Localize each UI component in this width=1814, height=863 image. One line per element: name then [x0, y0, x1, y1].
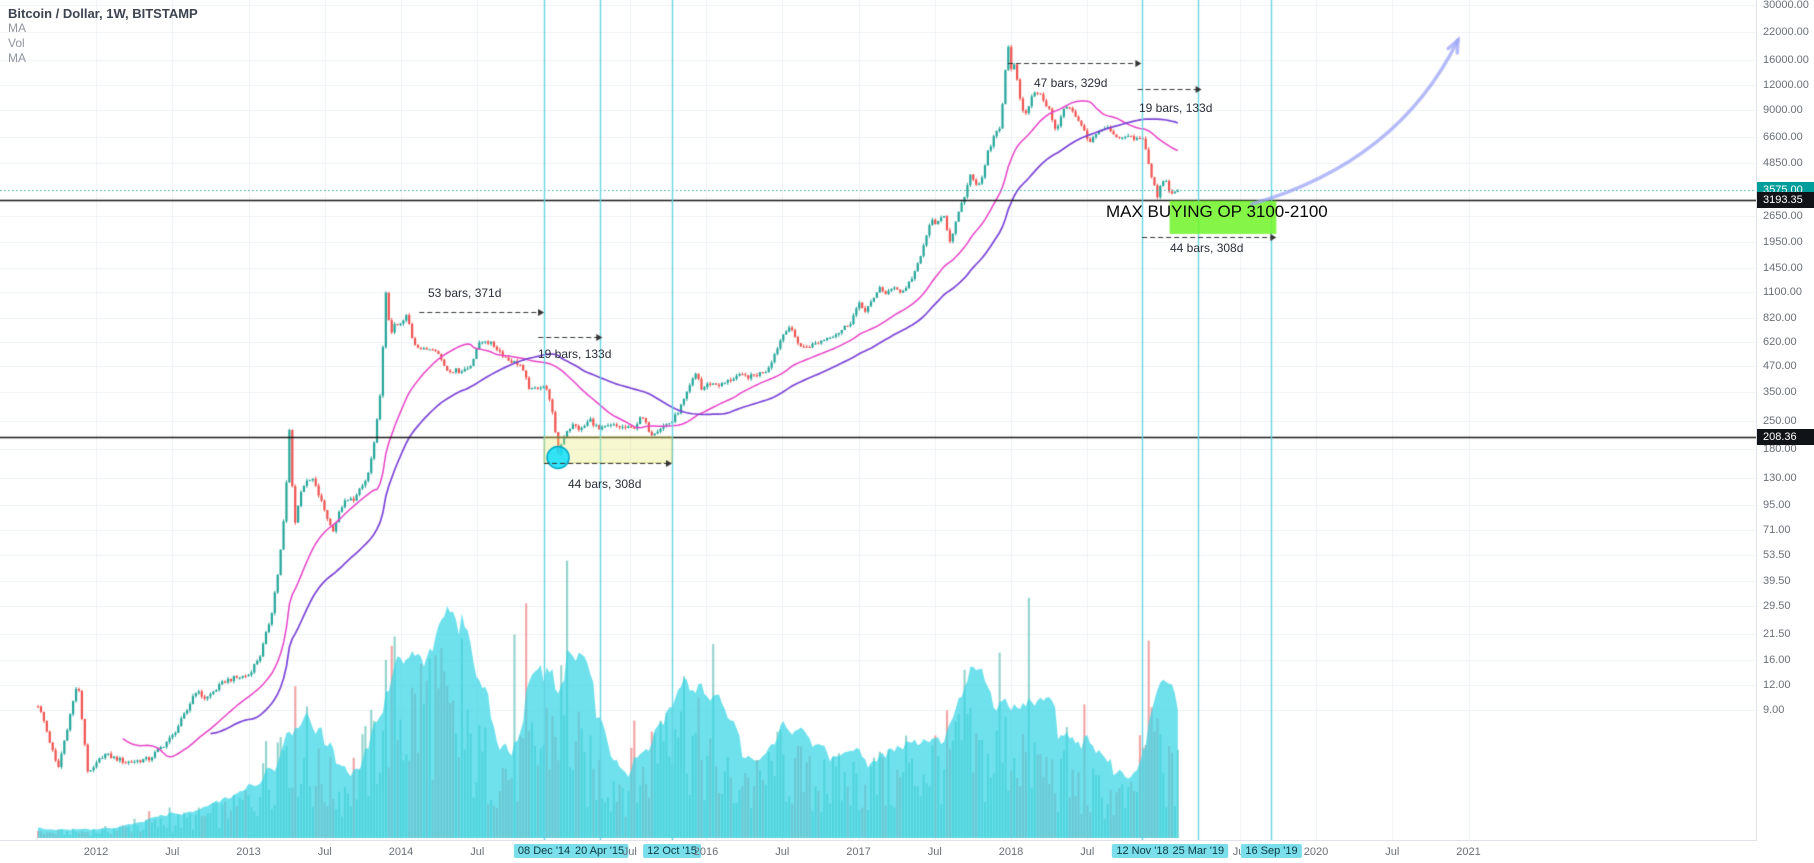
price-tick: 12.00 [1763, 678, 1791, 691]
price-axis[interactable]: 30000.00 22000.00 16000.00 12000.00 9000.00 6… [1756, 0, 1814, 863]
indicator-ma-1[interactable]: MA [8, 21, 26, 35]
time-tick-event: 16 Sep '19 [1241, 844, 1302, 858]
measure-label[interactable]: 47 bars, 329d [1034, 76, 1108, 90]
time-tick: 2014 [388, 846, 414, 858]
price-tick: 820.00 [1763, 311, 1797, 324]
price-tick: 180.00 [1763, 443, 1797, 456]
price-tick: 1950.00 [1763, 236, 1803, 249]
price-tick: 71.00 [1763, 524, 1791, 537]
price-tick: 350.00 [1763, 385, 1797, 398]
measure-label[interactable]: 19 bars, 133d [1139, 101, 1213, 115]
price-tick: 39.50 [1763, 575, 1791, 588]
indicator-ma-2[interactable]: MA [8, 51, 26, 65]
price-tick: 53.50 [1763, 548, 1791, 561]
time-tick: Jul [1080, 846, 1095, 858]
price-line-badge: 208.36 [1757, 428, 1814, 445]
price-tick: 6600.00 [1763, 130, 1803, 143]
price-tick: 2650.00 [1763, 209, 1803, 222]
time-tick: 2021 [1456, 846, 1481, 858]
time-tick: 2017 [846, 846, 871, 858]
measure-label[interactable]: 44 bars, 308d [568, 477, 642, 491]
price-tick: 470.00 [1763, 360, 1797, 372]
price-tick: 22000.00 [1763, 25, 1809, 38]
indicator-vol[interactable]: Vol [8, 36, 25, 50]
time-tick: Jul [165, 846, 180, 858]
chart-legend: Bitcoin / Dollar, 1W, BITSTAMP MA Vol MA [8, 6, 198, 66]
time-tick: Jul [775, 846, 790, 858]
price-tick: 9.00 [1763, 703, 1785, 716]
time-tick: 2016 [693, 846, 719, 858]
price-tick: 620.00 [1763, 335, 1797, 348]
price-tick: 1450.00 [1763, 262, 1803, 275]
buy-zone-label[interactable]: MAX BUYING OP 3100-2100 [1106, 202, 1328, 221]
time-tick: 2012 [83, 846, 109, 858]
price-line-badge: 3193.35 [1757, 191, 1814, 208]
time-tick: Jul [622, 846, 637, 858]
price-tick: 4850.00 [1763, 157, 1803, 170]
time-tick-event: 12 Nov '18 [1112, 844, 1173, 858]
price-tick: 30000.00 [1763, 0, 1809, 11]
time-tick: 2018 [998, 846, 1024, 858]
symbol-title[interactable]: Bitcoin / Dollar, 1W, BITSTAMP [8, 6, 198, 21]
price-tick: 16.00 [1763, 653, 1791, 666]
price-tick: 95.00 [1763, 498, 1791, 511]
time-tick: 2013 [236, 846, 261, 858]
time-tick-event: 08 Dec '14 [513, 844, 575, 858]
measure-label[interactable]: 53 bars, 371d [428, 286, 502, 300]
price-tick: 9000.00 [1763, 103, 1803, 116]
time-tick-event: 20 Apr '15 [570, 844, 629, 858]
time-tick: Jul [470, 846, 485, 858]
price-tick: 12000.00 [1763, 78, 1809, 91]
price-tick: 21.50 [1763, 627, 1791, 640]
time-tick: Jul [317, 846, 332, 858]
time-tick-event: 12 Oct '15 [643, 844, 701, 858]
time-tick-event: 25 Mar '19 [1168, 844, 1229, 858]
price-tick: 29.50 [1763, 600, 1791, 613]
price-tick: 1100.00 [1763, 286, 1802, 299]
price-tick: 250.00 [1763, 414, 1797, 427]
price-tick: 130.00 [1763, 471, 1797, 484]
time-tick: Jul [927, 846, 942, 858]
time-tick: 2020 [1303, 846, 1329, 858]
time-tick: Jul [1385, 846, 1400, 858]
time-axis[interactable]: 2012 Jul 2013 Jul 2014 Jul 08 Dec '14 20 Apr '1… [0, 840, 1757, 863]
measure-label[interactable]: 19 bars, 133d [538, 347, 612, 361]
measure-label[interactable]: 44 bars, 308d [1170, 241, 1244, 255]
price-tick: 16000.00 [1763, 53, 1809, 66]
